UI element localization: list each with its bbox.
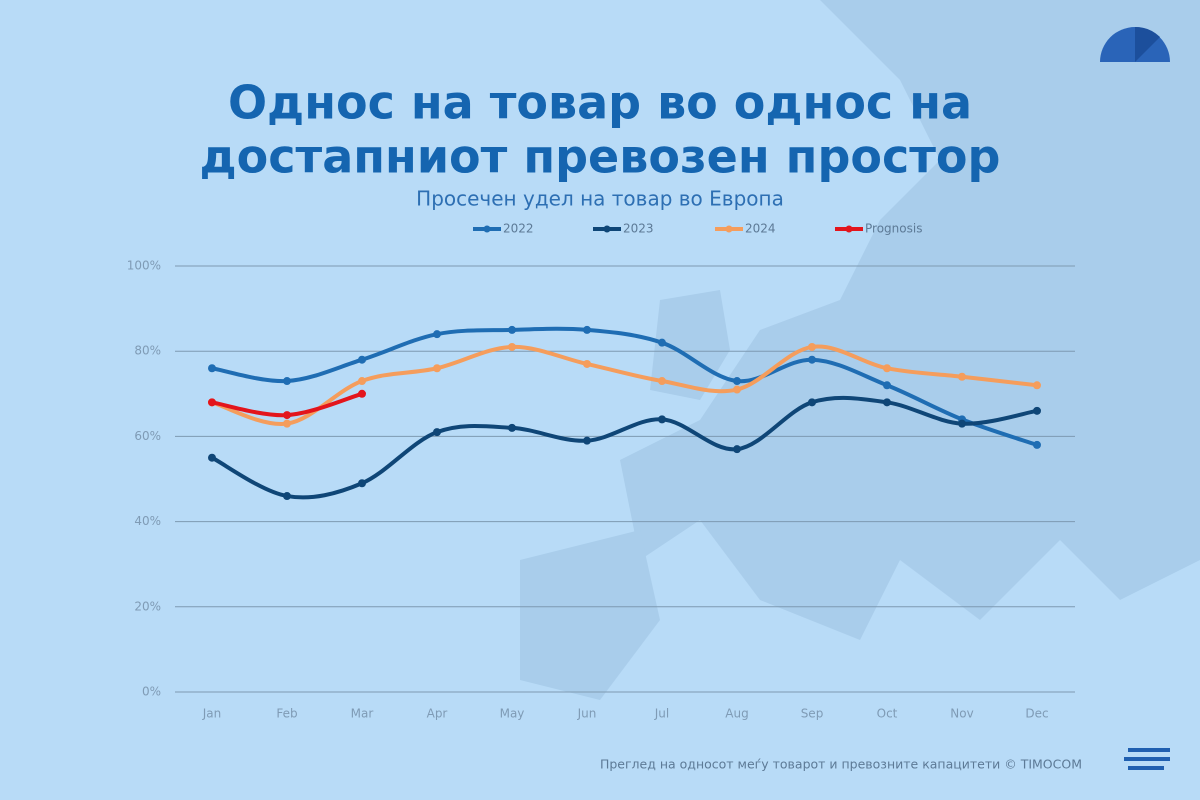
data-point	[733, 377, 741, 386]
data-point	[583, 325, 591, 334]
data-point	[808, 355, 816, 364]
data-point	[583, 436, 591, 445]
chart-title: Однос на товар во однос на	[228, 76, 972, 130]
data-point	[658, 338, 666, 347]
x-tick-label: Jan	[202, 707, 222, 721]
data-point	[808, 398, 816, 407]
x-tick-label: Mar	[351, 707, 374, 721]
x-tick-label: Feb	[276, 707, 297, 721]
data-point	[283, 492, 291, 501]
data-point	[883, 381, 891, 390]
data-point	[358, 479, 366, 488]
legend-marker	[845, 225, 853, 233]
y-tick-label: 60%	[134, 429, 161, 443]
x-tick-label: Jun	[577, 707, 597, 721]
footer: Преглед на односот меѓу товарот и превоз…	[600, 757, 1082, 772]
chart-title: достапниот превозен простор	[200, 130, 1001, 184]
data-point	[583, 359, 591, 368]
data-point	[883, 398, 891, 407]
x-tick-label: Jul	[654, 707, 669, 721]
x-tick-label: Apr	[427, 707, 448, 721]
data-point	[508, 342, 516, 351]
y-tick-label: 100%	[127, 259, 161, 273]
data-point	[658, 377, 666, 386]
legend-label: 2023	[623, 222, 654, 236]
chart-subtitle: Просечен удел на товар во Европа	[416, 187, 784, 211]
data-point	[1033, 440, 1041, 449]
data-point	[208, 398, 216, 407]
data-point	[958, 372, 966, 381]
data-point	[1033, 406, 1041, 415]
x-tick-label: Sep	[801, 707, 824, 721]
data-point	[733, 445, 741, 454]
data-point	[733, 385, 741, 394]
data-point	[883, 364, 891, 373]
data-point	[433, 330, 441, 339]
y-tick-label: 80%	[134, 344, 161, 358]
data-point	[433, 428, 441, 437]
data-point	[433, 364, 441, 373]
legend-label: 2022	[503, 222, 534, 236]
data-point	[208, 364, 216, 373]
data-point	[358, 389, 366, 398]
legend-label: 2024	[745, 222, 776, 236]
data-point	[358, 377, 366, 386]
y-tick-label: 40%	[134, 514, 161, 528]
map-decoration	[520, 0, 1200, 700]
data-point	[808, 342, 816, 351]
data-point	[508, 325, 516, 334]
data-point	[208, 453, 216, 462]
data-point	[283, 419, 291, 428]
y-tick-label: 0%	[142, 685, 161, 699]
x-tick-label: Nov	[950, 707, 973, 721]
legend-marker	[725, 225, 733, 233]
data-point	[508, 423, 516, 432]
timocom-logo	[1124, 748, 1170, 770]
data-point	[958, 419, 966, 428]
x-tick-label: Dec	[1025, 707, 1048, 721]
legend-label: Prognosis	[865, 222, 922, 236]
data-point	[1033, 381, 1041, 390]
data-point	[658, 415, 666, 424]
y-tick-label: 20%	[134, 599, 161, 613]
data-point	[283, 411, 291, 420]
legend-marker	[603, 225, 611, 233]
logo	[1100, 26, 1170, 63]
data-point	[283, 377, 291, 386]
x-tick-label: Oct	[877, 707, 898, 721]
data-point	[358, 355, 366, 364]
legend-marker	[483, 225, 491, 233]
x-tick-label: May	[500, 707, 525, 721]
x-tick-label: Aug	[725, 707, 748, 721]
